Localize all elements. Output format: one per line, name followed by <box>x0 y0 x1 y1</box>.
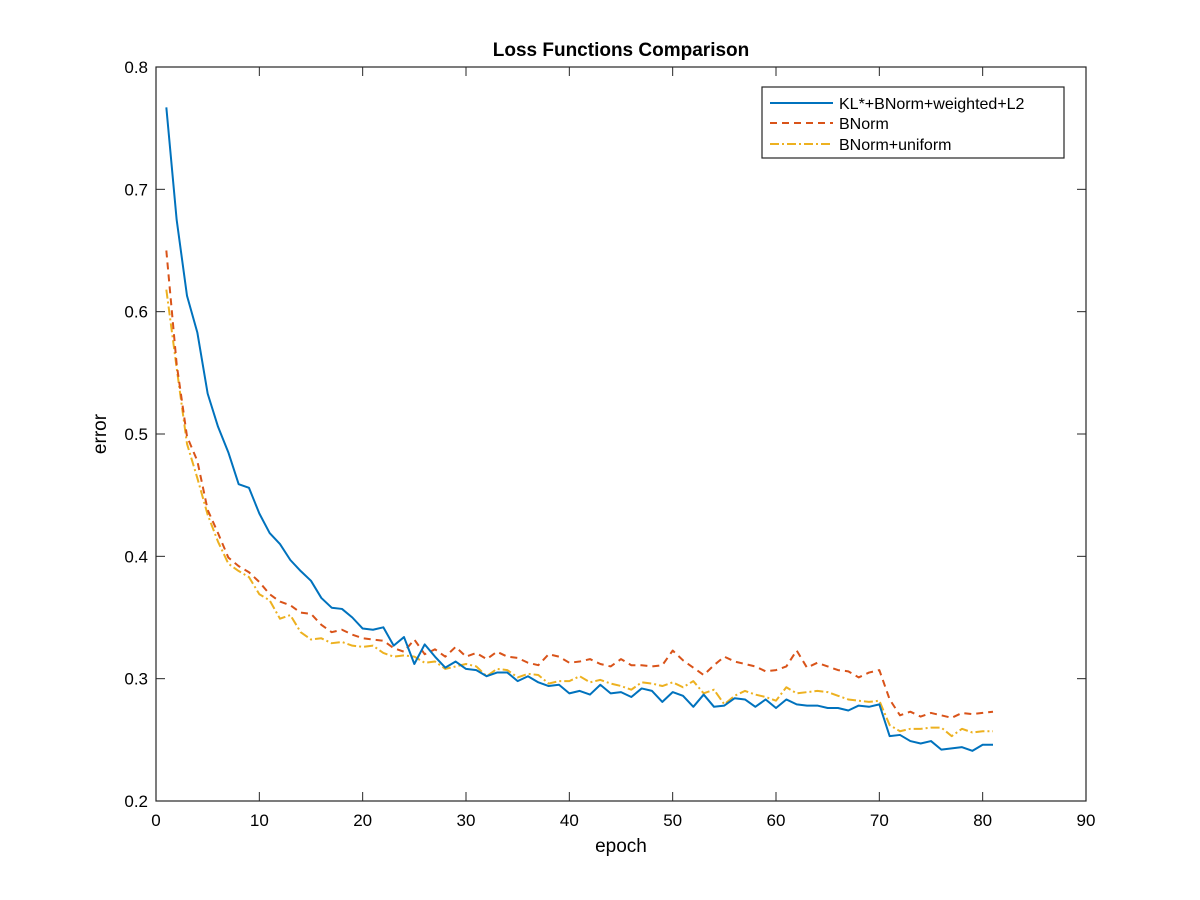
legend-label: BNorm+uniform <box>839 137 951 154</box>
y-tick-label: 0.6 <box>124 303 148 322</box>
x-tick-label: 40 <box>560 811 579 830</box>
plot-area <box>156 67 1086 801</box>
series-line-kl-bnorm-weighted-l2 <box>165 107 993 752</box>
x-tick-label: 20 <box>353 811 372 830</box>
legend-item: BNorm <box>770 116 889 133</box>
series-layer <box>165 107 994 752</box>
x-tick-label: 90 <box>1077 811 1096 830</box>
y-tick-label: 0.4 <box>124 547 148 566</box>
y-tick-label: 0.3 <box>124 670 148 689</box>
legend-label: BNorm <box>839 116 889 133</box>
series-line-bnorm <box>165 250 994 719</box>
plot-frame <box>155 66 1087 802</box>
tick-labels: 0 10 20 30 40 50 60 70 80 90 0.2 0.3 0.4 0.5 0.6 0.7 0.8 <box>124 58 1095 830</box>
y-tick-label: 0.7 <box>124 180 148 199</box>
x-tick-label: 50 <box>663 811 682 830</box>
legend-label: KL*+BNorm+weighted+L2 <box>839 96 1025 113</box>
x-tick-label: 30 <box>457 811 476 830</box>
series-line-bnorm-uniform <box>165 289 993 738</box>
x-axis-label: epoch <box>595 836 647 857</box>
x-tick-label: 60 <box>767 811 786 830</box>
legend-item: KL*+BNorm+weighted+L2 <box>770 96 1025 113</box>
x-tick-label: 80 <box>973 811 992 830</box>
chart-title: Loss Functions Comparison <box>493 40 750 61</box>
y-axis-label: error <box>90 413 111 454</box>
legend: KL*+BNorm+weighted+L2 BNorm BNorm+unifor… <box>761 86 1065 159</box>
x-tick-label: 70 <box>870 811 889 830</box>
x-tick-label: 0 <box>151 811 160 830</box>
y-tick-label: 0.8 <box>124 58 148 77</box>
legend-item: BNorm+uniform <box>770 137 951 154</box>
x-tick-label: 10 <box>250 811 269 830</box>
y-tick-label: 0.2 <box>124 792 148 811</box>
y-tick-label: 0.5 <box>124 425 148 444</box>
